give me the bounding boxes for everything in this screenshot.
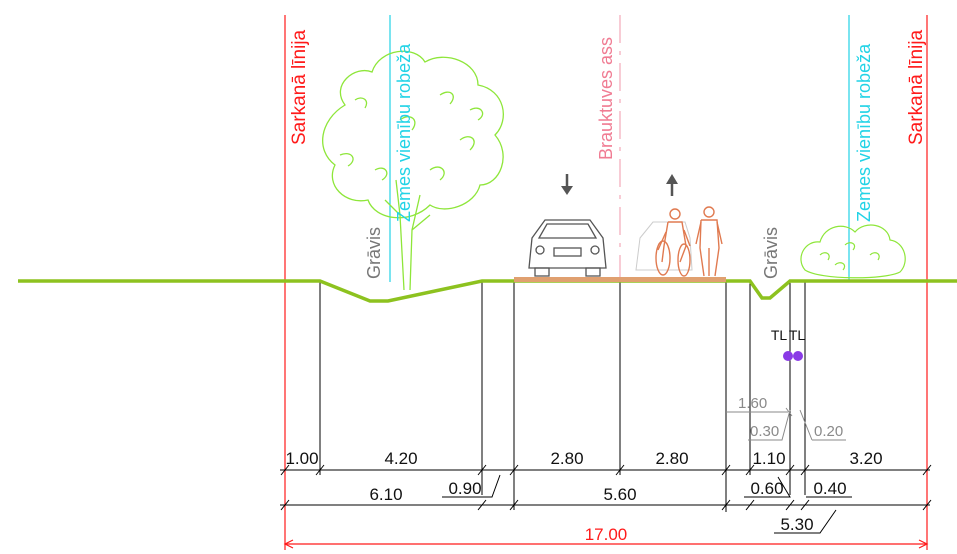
tl-label-1: TL <box>771 327 788 343</box>
utility-marker-icon <box>783 351 803 361</box>
dim-5-60: 5.60 <box>603 485 636 504</box>
dim-0-20: 0.20 <box>814 423 843 440</box>
dim-0-30: 0.30 <box>750 423 779 440</box>
dim-17-00: 17.00 <box>585 525 628 544</box>
dim-6-10: 6.10 <box>369 485 402 504</box>
red-line-label-right: Sarkanā līnija <box>906 29 927 145</box>
total-dimension-line <box>283 539 929 549</box>
ground-line <box>18 279 957 303</box>
dim-5-30: 5.30 <box>780 515 813 534</box>
dim-4-20: 4.20 <box>384 449 417 468</box>
dim-0-60: 0.60 <box>750 479 783 498</box>
arrow-down-icon <box>561 174 573 195</box>
shrub-icon <box>800 224 906 279</box>
road-surface <box>514 277 726 282</box>
road-axis-label: Brauktuves ass <box>596 37 616 160</box>
dim-2-80-b: 2.80 <box>655 449 688 468</box>
dimension-lines <box>280 464 932 534</box>
dim-1-60: 1.60 <box>738 395 767 412</box>
tl-label-2: TL <box>789 327 806 343</box>
dim-0-40: 0.40 <box>813 479 846 498</box>
dim-3-20: 3.20 <box>849 449 882 468</box>
dim-0-90: 0.90 <box>448 479 481 498</box>
dim-1-10: 1.10 <box>752 449 785 468</box>
car-icon <box>528 219 607 277</box>
land-boundary-label-left: Zemes vienību robeža <box>394 43 414 222</box>
cyclist-icon <box>655 208 691 277</box>
land-boundary-label-right: Zemes vienību robeža <box>854 43 874 222</box>
car-ghost-icon <box>635 221 693 271</box>
dim-2-80-a: 2.80 <box>550 449 583 468</box>
arrow-up-icon <box>666 174 678 196</box>
dim-1-00: 1.00 <box>285 449 318 468</box>
ditch-label-left: Grāvis <box>364 227 384 279</box>
red-line-label-left: Sarkanā līnija <box>289 29 310 145</box>
ditch-label-right: Grāvis <box>761 227 781 279</box>
tree-icon <box>322 50 504 291</box>
pedestrian-icon <box>695 206 723 277</box>
